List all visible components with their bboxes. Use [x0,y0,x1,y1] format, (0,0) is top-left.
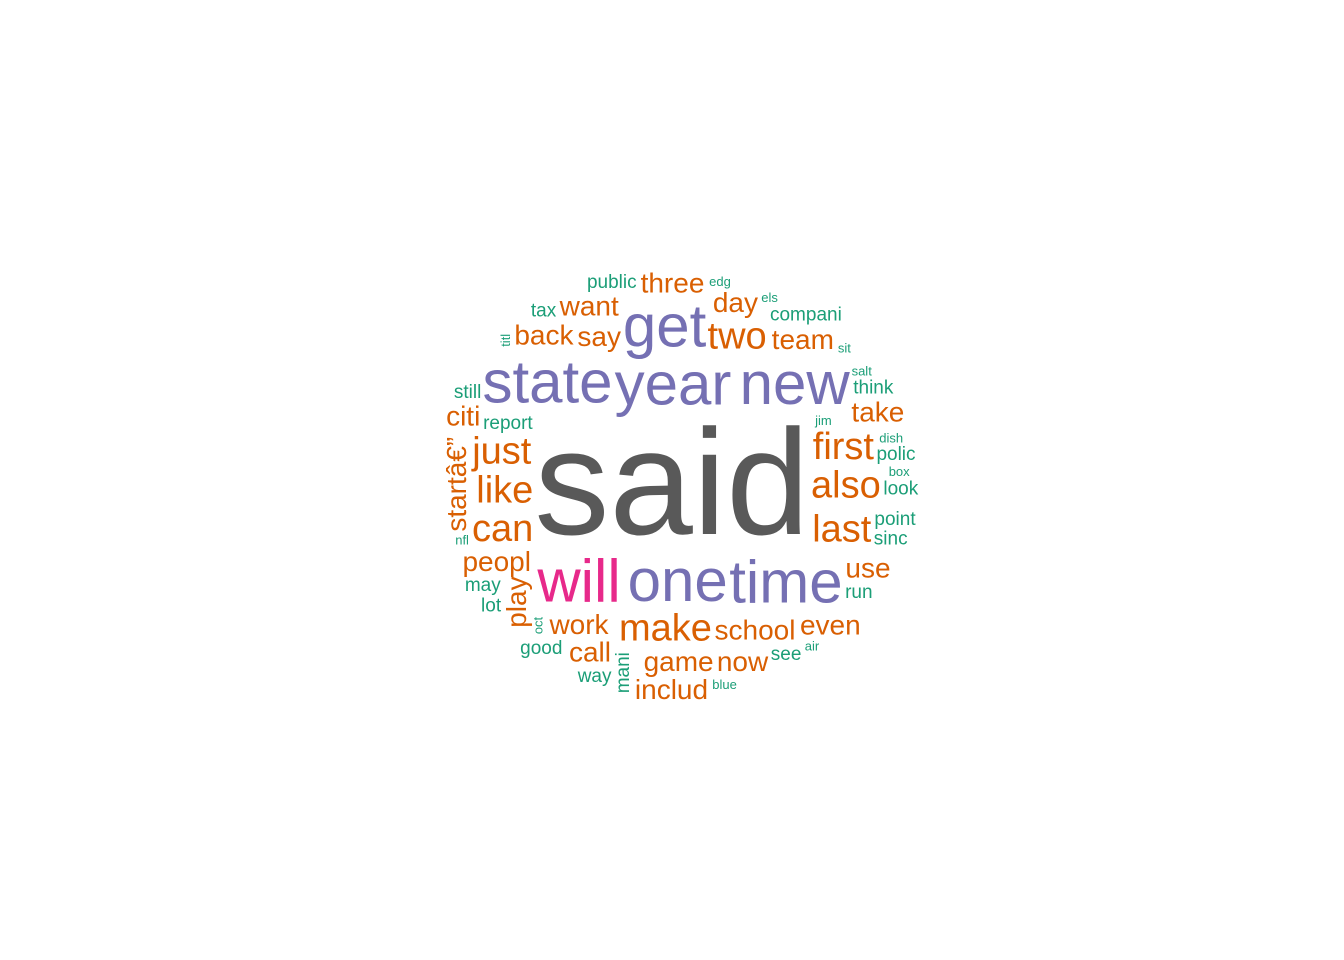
word-team: team [772,324,834,355]
word-call: call [569,637,611,668]
word-play: play [501,576,532,627]
word-polic: polic [876,444,915,465]
word-three: three [641,268,705,299]
word-new: new [740,350,851,417]
word-compani: compani [770,304,842,325]
word-school: school [715,615,796,646]
word-see: see [771,644,802,665]
word-use: use [845,552,890,583]
word-start: startâ€” [441,437,472,532]
word-lot: lot [481,596,502,617]
word-nfl: nfl [455,533,469,548]
word-includ: includ [635,674,708,705]
word-last: last [812,509,872,551]
word-oct: oct [531,616,546,634]
word-mani: mani [613,652,634,693]
word-first: first [813,426,875,468]
word-good: good [520,638,562,659]
word-time: time [729,549,842,616]
word-tax: tax [531,300,557,321]
word-take: take [851,397,904,428]
word-year: year [615,351,732,418]
word-citi: citi [446,400,480,431]
word-sit: sit [838,340,851,355]
word-think: think [853,377,894,398]
word-said: said [534,398,809,566]
word-game: game [644,646,714,677]
word-way: way [577,666,612,687]
word-make: make [619,608,712,650]
word-sinc: sinc [874,528,908,549]
word-report: report [483,413,533,434]
word-may: may [465,575,501,596]
word-peopl: peopl [462,546,531,577]
word-say: say [577,321,621,352]
word-still: still [454,382,481,403]
word-two: two [708,315,767,357]
word-just: just [471,431,532,473]
word-state: state [482,348,612,415]
word-els: els [761,290,778,305]
word-edg: edg [709,274,731,289]
word-can: can [472,508,533,550]
word-titl: titl [498,334,513,347]
word-one: one [628,547,728,614]
word-like: like [476,470,533,512]
word-point: point [874,509,916,530]
word-salt: salt [852,364,873,379]
word-get: get [623,292,707,359]
word-box: box [889,464,910,479]
word-look: look [883,478,918,499]
word-blue: blue [712,677,737,692]
word-now: now [717,646,769,677]
word-want: want [559,291,619,322]
word-public: public [587,272,637,293]
word-even: even [800,610,861,641]
word-work: work [548,609,609,640]
word-air: air [805,639,820,654]
word-jim: jim [814,413,832,428]
word-dish: dish [879,431,903,446]
word-will: will [536,548,620,615]
word-day: day [713,287,758,318]
word-back: back [514,319,574,350]
word-run: run [845,582,872,603]
word-also: also [811,465,881,507]
